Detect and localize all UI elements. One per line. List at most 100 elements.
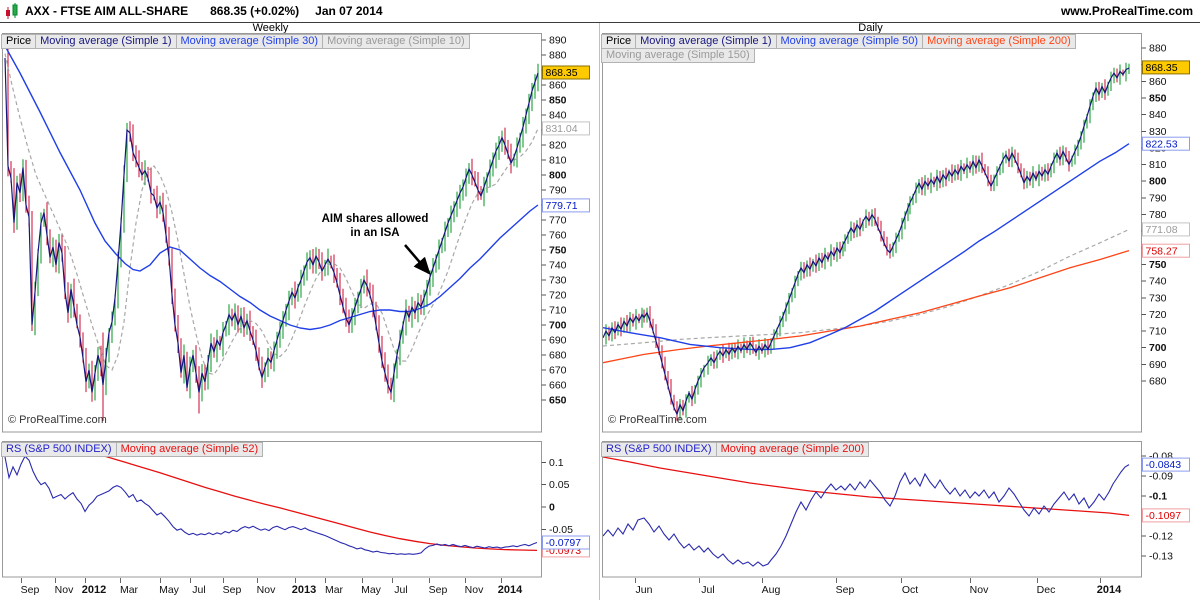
x-tick bbox=[901, 578, 902, 583]
y-tick-label: 710 bbox=[1149, 326, 1167, 338]
x-tick bbox=[699, 578, 700, 583]
x-tick-label: Mar bbox=[119, 584, 139, 596]
panel-divider bbox=[599, 23, 600, 600]
rs-line bbox=[603, 464, 1130, 567]
y-tick-label: 880 bbox=[549, 50, 567, 62]
price-value-label: 771.08 bbox=[1146, 224, 1178, 236]
y-axis-ticks: 6806907007107207307407507607707807908008… bbox=[1141, 43, 1167, 388]
x-tick-label: Sep bbox=[428, 584, 448, 596]
legend-item[interactable]: Moving average (Simple 30) bbox=[177, 35, 324, 48]
ma-simple-10 bbox=[4, 53, 539, 376]
price-value-box-blue: -0.0843 bbox=[1142, 457, 1190, 472]
weekly-x-axis: Sep Nov 2012 Mar May Jul Sep Nov 2013 Mar May Jul Se… bbox=[0, 578, 600, 600]
legend-item[interactable]: Price bbox=[602, 35, 637, 48]
y-tick-label: 860 bbox=[1149, 76, 1167, 88]
y-axis-ticks: 0.1 0.05 0 -0.05 bbox=[541, 457, 573, 536]
y-tick-label: 700 bbox=[1149, 342, 1167, 354]
y-axis-ticks: -0.08-0.09-0.1-0.12-0.13 bbox=[1141, 451, 1173, 563]
legend-item[interactable]: RS (S&P 500 INDEX) bbox=[2, 443, 117, 456]
legend-item[interactable]: Moving average (Simple 1) bbox=[36, 35, 177, 48]
close-line bbox=[603, 67, 1130, 417]
y-tick-label: 690 bbox=[549, 335, 567, 347]
daily-rs-pane[interactable]: -0.08-0.09-0.1-0.12-0.13-0.0843-0.1097 bbox=[600, 441, 1200, 578]
y-tick-label: -0.05 bbox=[549, 524, 573, 536]
legend-item[interactable]: Moving average (Simple 200) bbox=[720, 443, 865, 455]
price-value-label: 868.35 bbox=[546, 67, 578, 79]
price-value-label: 758.27 bbox=[1146, 245, 1178, 257]
x-tick bbox=[762, 578, 763, 583]
price-value-label: 831.04 bbox=[546, 123, 578, 135]
ma-simple-200 bbox=[603, 456, 1130, 517]
daily-rs-legend: RS (S&P 500 INDEX) Moving average (Simple… bbox=[601, 442, 870, 457]
x-tick bbox=[257, 578, 258, 583]
ma-simple-30 bbox=[4, 45, 539, 331]
close-line bbox=[4, 57, 539, 395]
price-value-label: -0.0843 bbox=[1146, 459, 1182, 471]
daily-price-pane[interactable]: 6806907007107207307407507607707807908008… bbox=[600, 33, 1200, 433]
x-tick bbox=[160, 578, 161, 583]
y-tick-label: 780 bbox=[1149, 209, 1167, 221]
x-tick-label: Oct bbox=[901, 584, 919, 596]
y-tick-label: 790 bbox=[549, 185, 567, 197]
price-value-box-gray: 771.08 bbox=[1142, 222, 1190, 237]
x-tick bbox=[120, 578, 121, 583]
x-tick bbox=[836, 578, 837, 583]
rs-line bbox=[4, 455, 538, 555]
y-tick-label: 840 bbox=[1149, 109, 1167, 121]
price-value-box-blue: 822.53 bbox=[1142, 136, 1190, 151]
legend-item[interactable]: Moving average (Simple 200) bbox=[927, 35, 1071, 47]
legend-item[interactable]: Price bbox=[2, 35, 37, 48]
y-tick-label: 750 bbox=[1149, 259, 1167, 271]
legend-item[interactable]: Moving average (Simple 1) bbox=[636, 35, 777, 48]
y-tick-label: 680 bbox=[1149, 376, 1167, 388]
y-tick-label: 770 bbox=[549, 215, 567, 227]
x-tick-label: 2013 bbox=[291, 584, 317, 596]
copyright-label: © ProRealTime.com bbox=[608, 414, 707, 426]
x-tick bbox=[392, 578, 393, 583]
x-tick bbox=[85, 578, 86, 583]
annotation-arrow bbox=[404, 244, 431, 275]
x-tick bbox=[501, 578, 502, 583]
last-quote: 868.35 (+0.02%) bbox=[210, 4, 300, 18]
title-bar: AXX - FTSE AIM ALL-SHARE 868.35 (+0.02%)… bbox=[0, 0, 1200, 23]
weekly-price-legend: Price Moving average (Simple 1) Moving ave… bbox=[1, 34, 470, 49]
y-tick-label: 790 bbox=[1149, 192, 1167, 204]
y-tick-label: 850 bbox=[549, 95, 567, 107]
y-tick-label: 810 bbox=[549, 155, 567, 167]
site-link[interactable]: www.ProRealTime.com bbox=[1060, 4, 1193, 18]
price-value-box-yellow: 868.35 bbox=[542, 65, 590, 80]
weekly-price-pane[interactable]: 650 660 670 680 690 700 710 720 730 740 750 760 770 7… bbox=[0, 33, 600, 433]
price-value-box-gray: 831.04 bbox=[542, 121, 590, 136]
legend-item[interactable]: Moving average (Simple 150) bbox=[606, 49, 750, 61]
x-tick bbox=[1100, 578, 1101, 583]
y-tick-label: 730 bbox=[1149, 292, 1167, 304]
y-tick-label: 730 bbox=[549, 275, 567, 287]
y-tick-label: 800 bbox=[549, 170, 567, 182]
instrument-title: AXX - FTSE AIM ALL-SHARE bbox=[25, 4, 189, 18]
pane-border bbox=[2, 33, 542, 433]
y-tick-label: 720 bbox=[1149, 309, 1167, 321]
isa-annotation-line1: AIM shares allowed bbox=[321, 213, 429, 225]
y-tick-label: 720 bbox=[549, 290, 567, 302]
legend-item[interactable]: RS (S&P 500 INDEX) bbox=[602, 443, 717, 456]
x-tick bbox=[970, 578, 971, 583]
y-tick-label: 0 bbox=[549, 502, 555, 514]
legend-item[interactable]: Moving average (Simple 52) bbox=[120, 443, 259, 455]
legend-item[interactable]: Moving average (Simple 50) bbox=[777, 35, 924, 48]
x-tick bbox=[429, 578, 430, 583]
x-tick-label: Jun bbox=[635, 584, 653, 596]
x-tick-label: Jul bbox=[192, 584, 206, 596]
price-bars bbox=[7, 47, 539, 421]
isa-annotation-line2: in an ISA bbox=[350, 227, 400, 239]
daily-x-axis: Jun Jul Aug Sep Oct Nov Dec 2014 bbox=[600, 578, 1200, 600]
y-tick-label: 820 bbox=[549, 140, 567, 152]
weekly-rs-pane[interactable]: 0.10.050-0.05-0.0973-0.0797 bbox=[0, 441, 600, 578]
x-tick bbox=[362, 578, 363, 583]
legend-item[interactable]: Moving average (Simple 10) bbox=[327, 35, 465, 47]
price-value-box-blue: -0.0797 bbox=[542, 535, 590, 550]
y-tick-label: 860 bbox=[549, 80, 567, 92]
y-tick-label: 710 bbox=[549, 305, 567, 317]
pane-border bbox=[602, 33, 1142, 433]
price-value-box-blue: 779.71 bbox=[542, 198, 590, 213]
x-tick-label: Aug bbox=[761, 584, 781, 596]
